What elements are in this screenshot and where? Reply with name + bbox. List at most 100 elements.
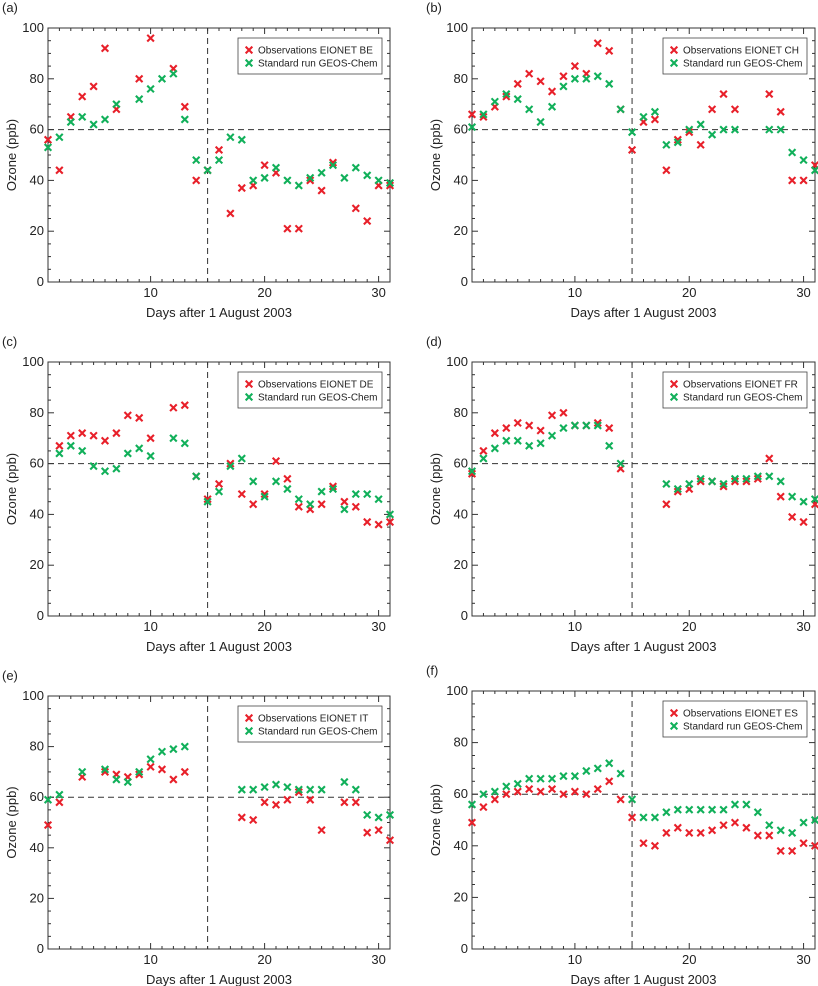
model-point: [627, 795, 637, 804]
model-point: [328, 161, 338, 170]
legend-marker: [244, 726, 254, 736]
observations-series: [467, 777, 818, 856]
observation-point: [810, 500, 818, 509]
model-point: [799, 155, 808, 165]
model-point: [673, 805, 682, 814]
model-point: [650, 107, 660, 116]
model-point: [742, 800, 751, 809]
observation-point: [730, 105, 740, 114]
model-point: [283, 176, 292, 185]
observation-point: [490, 102, 499, 111]
model-point: [708, 477, 717, 486]
y-tick-label: 80: [30, 405, 44, 420]
observation-point: [283, 474, 292, 483]
observation-point: [317, 186, 326, 195]
legend: Observations EIONET BE Standard run GEOS-…: [237, 37, 383, 75]
model-point: [776, 826, 785, 835]
legend-entry: Observations EIONET CH: [683, 46, 799, 57]
model-point: [146, 84, 155, 94]
observation-point: [605, 777, 614, 786]
y-tick-label: 80: [30, 739, 44, 754]
observation-point: [502, 790, 511, 799]
observation-point: [283, 224, 292, 233]
observation-point: [169, 775, 178, 784]
observation-point: [351, 798, 360, 807]
observation-point: [283, 795, 292, 804]
x-tick-label: 20: [257, 952, 271, 967]
plot-area: [55, 401, 395, 529]
observations-series: [467, 408, 818, 527]
y-tick-label: 0: [37, 274, 44, 289]
model-point: [169, 434, 178, 443]
model-point: [100, 467, 110, 476]
plot-area: [43, 34, 395, 233]
observation-point: [765, 89, 774, 99]
model-point: [385, 810, 395, 819]
legend: Observations EIONET DE Standard run GEOS-…: [237, 371, 383, 409]
x-tick-label: 20: [682, 952, 696, 967]
model-point: [765, 125, 774, 134]
observation-point: [547, 411, 557, 420]
observation-point: [559, 72, 568, 81]
observation-point: [306, 795, 315, 804]
model-point: [753, 472, 762, 481]
model-point: [719, 125, 728, 134]
model-point: [547, 431, 557, 440]
model-point: [788, 492, 797, 501]
observation-point: [112, 429, 121, 438]
observation-point: [271, 168, 281, 177]
observation-point: [776, 492, 785, 501]
observation-point: [627, 145, 637, 155]
model-point: [696, 474, 705, 483]
legend-entry: Observations EIONET IT: [258, 714, 368, 725]
observation-point: [570, 787, 579, 796]
x-axis-label: Days after 1 August 2003: [571, 305, 717, 320]
legend: Observations EIONET CH Standard run GEOS-…: [662, 37, 808, 75]
observation-point: [570, 62, 579, 71]
model-point: [100, 115, 110, 124]
x-tick-label: 10: [568, 285, 582, 300]
model-point: [685, 805, 694, 814]
legend-marker: [669, 392, 679, 402]
model-point: [100, 765, 110, 774]
y-tick-label: 60: [30, 789, 44, 804]
model-point: [559, 423, 568, 433]
y-axis-label: Ozone (ppb): [428, 453, 443, 525]
y-tick-label: 60: [454, 456, 468, 471]
model-point: [765, 821, 774, 830]
observation-point: [294, 502, 303, 511]
observation-point: [490, 795, 499, 804]
observation-point: [788, 846, 797, 856]
observations-series: [43, 34, 395, 233]
legend-marker: [669, 58, 679, 68]
chart-panel: (d) 0 20 40 60 80 100 10 20 30 Days after 1 August…: [426, 334, 818, 654]
y-tick-label: 0: [37, 941, 44, 956]
model-series: [43, 69, 395, 190]
observation-point: [479, 446, 488, 455]
observation-point: [249, 500, 258, 509]
model-point: [662, 808, 671, 817]
observation-point: [593, 784, 602, 794]
model-point: [294, 495, 303, 504]
x-axis-label: Days after 1 August 2003: [146, 972, 292, 986]
observation-point: [43, 135, 53, 144]
observation-point: [43, 820, 53, 830]
panel-label: (e): [2, 668, 18, 683]
observation-point: [650, 115, 660, 124]
observation-point: [776, 107, 785, 116]
observation-point: [639, 117, 648, 127]
observation-point: [317, 500, 326, 509]
model-point: [650, 813, 660, 822]
model-point: [192, 155, 201, 165]
model-point: [351, 163, 360, 172]
y-tick-label: 40: [454, 838, 468, 853]
legend-marker: [244, 58, 254, 68]
model-point: [363, 171, 372, 180]
model-point: [490, 444, 499, 453]
model-point: [627, 128, 637, 137]
model-point: [788, 828, 797, 837]
chart-panel: (e) 0 20 40 60 80 100 10 20 30 Days after 1 August…: [2, 668, 395, 986]
x-tick-label: 10: [143, 285, 157, 300]
observation-point: [214, 479, 224, 489]
